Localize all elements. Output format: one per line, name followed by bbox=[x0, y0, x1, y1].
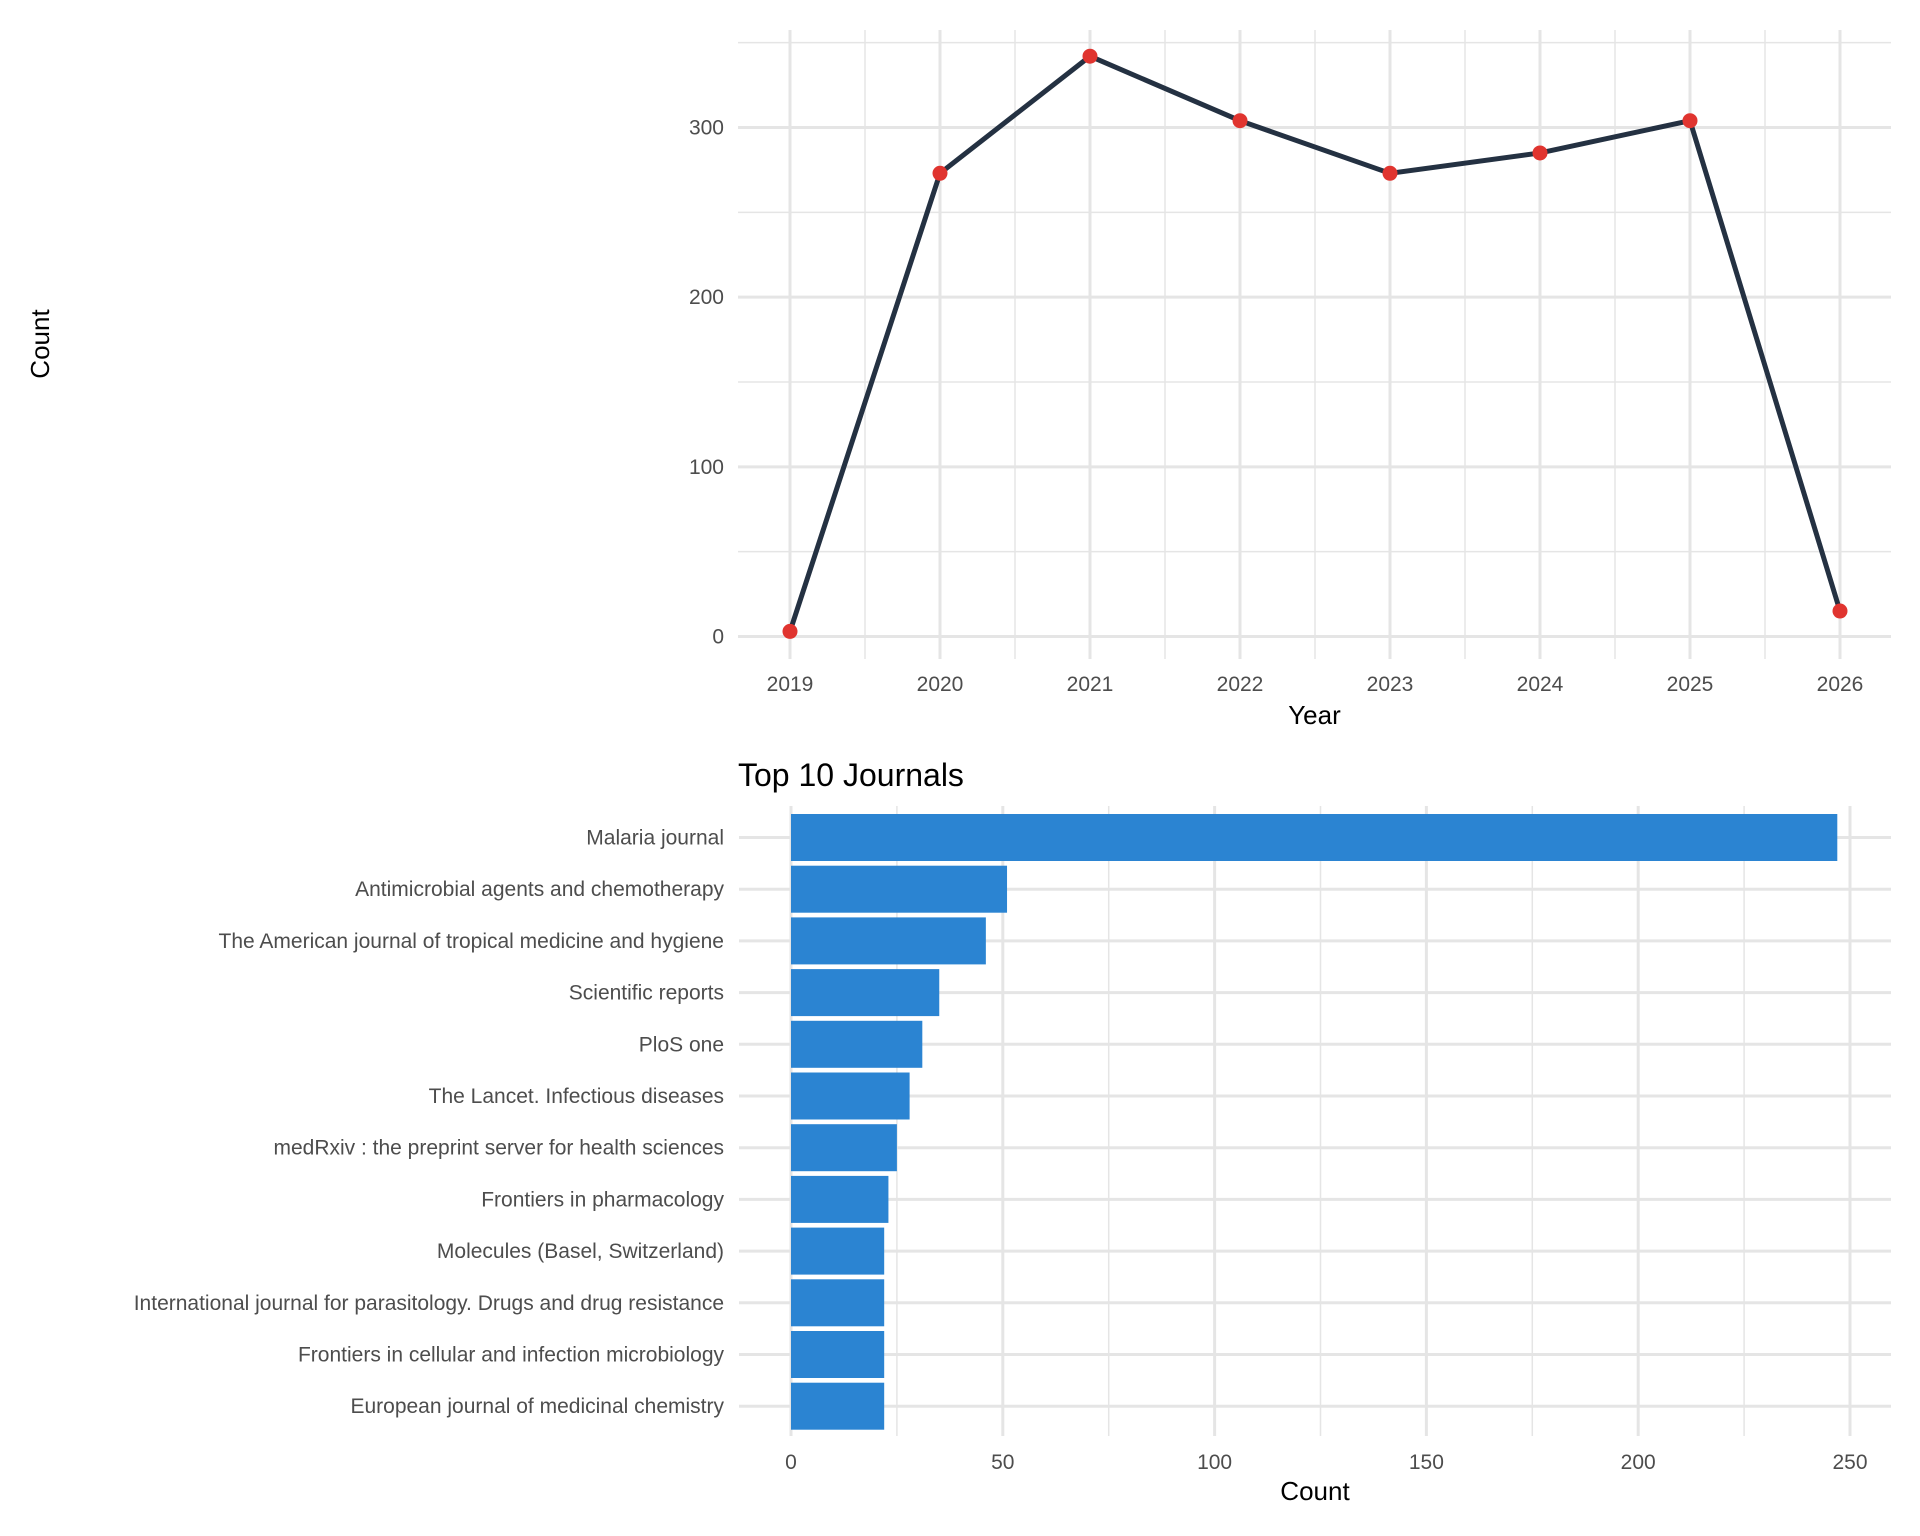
bar-chart-x-ticks: 0 50 100 150 200 250 bbox=[785, 1451, 1867, 1474]
y-tick-label: 100 bbox=[689, 456, 724, 479]
series-line bbox=[787, 53, 1843, 633]
data-point bbox=[1082, 48, 1098, 64]
category-label: PloS one bbox=[639, 1033, 724, 1056]
x-tick-label: 2025 bbox=[1667, 673, 1714, 696]
line-chart-x-axis-title: Year bbox=[1288, 700, 1341, 730]
bar bbox=[791, 1382, 885, 1430]
category-label: Malaria journal bbox=[586, 827, 724, 850]
x-tick-label: 50 bbox=[991, 1451, 1014, 1474]
x-tick-label: 150 bbox=[1409, 1451, 1444, 1474]
category-label: Antimicrobial agents and chemotherapy bbox=[355, 878, 724, 901]
x-tick-label: 2023 bbox=[1367, 673, 1414, 696]
category-label: Frontiers in pharmacology bbox=[481, 1188, 724, 1211]
bar bbox=[791, 969, 940, 1017]
data-point bbox=[932, 165, 948, 181]
x-tick-label: 2021 bbox=[1067, 673, 1114, 696]
bar bbox=[791, 917, 986, 965]
x-tick-label: 200 bbox=[1621, 1451, 1656, 1474]
x-tick-label: 250 bbox=[1832, 1451, 1867, 1474]
y-tick-label: 200 bbox=[689, 286, 724, 309]
x-tick-label: 2022 bbox=[1217, 673, 1264, 696]
y-tick-label: 0 bbox=[712, 626, 724, 649]
x-tick-label: 2026 bbox=[1817, 673, 1864, 696]
line-chart-y-axis-title: Count bbox=[25, 309, 55, 379]
bar-chart-x-axis-title: Count bbox=[1280, 1476, 1350, 1506]
category-label: International journal for parasitology. … bbox=[134, 1292, 724, 1315]
line-chart-series bbox=[782, 48, 1848, 639]
y-tick-label: 300 bbox=[689, 116, 724, 139]
bar bbox=[791, 865, 1008, 913]
category-label: European journal of medicinal chemistry bbox=[350, 1395, 724, 1418]
data-point bbox=[1832, 603, 1848, 619]
category-label: Scientific reports bbox=[569, 982, 724, 1005]
data-point bbox=[1682, 113, 1698, 129]
bar-chart-category-labels: Malaria journal Antimicrobial agents and … bbox=[134, 827, 725, 1419]
x-tick-label: 2019 bbox=[767, 673, 814, 696]
category-label: medRxiv : the preprint server for health… bbox=[273, 1137, 724, 1160]
category-label: The American journal of tropical medicin… bbox=[219, 930, 724, 953]
bar bbox=[791, 1331, 885, 1378]
data-point bbox=[1382, 165, 1398, 181]
line-chart-gridlines bbox=[738, 30, 1891, 659]
top-journals-bar-chart: Top 10 Journals Malaria journal Antimicro… bbox=[134, 757, 1891, 1506]
category-label: The Lancet. Infectious diseases bbox=[429, 1085, 724, 1108]
bar bbox=[791, 1175, 889, 1223]
bar-chart-title: Top 10 Journals bbox=[738, 757, 964, 793]
data-point bbox=[782, 623, 798, 639]
data-point bbox=[1532, 145, 1548, 161]
bar-chart-bars bbox=[791, 814, 1838, 1430]
x-tick-label: 0 bbox=[785, 1451, 797, 1474]
data-point bbox=[1232, 113, 1248, 129]
bar bbox=[791, 1020, 923, 1068]
bar bbox=[791, 814, 1838, 861]
category-label: Frontiers in cellular and infection micr… bbox=[298, 1344, 725, 1367]
bar bbox=[791, 1124, 897, 1172]
line-chart-y-ticks: 0 100 200 300 bbox=[689, 116, 724, 648]
category-label: Molecules (Basel, Switzerland) bbox=[437, 1240, 724, 1263]
line-chart-x-ticks: 2019 2020 2021 2022 2023 2024 2025 2026 bbox=[767, 673, 1864, 696]
x-tick-label: 100 bbox=[1197, 1451, 1232, 1474]
x-tick-label: 2020 bbox=[917, 673, 964, 696]
bar bbox=[791, 1227, 885, 1275]
bar bbox=[791, 1072, 910, 1120]
x-tick-label: 2024 bbox=[1517, 673, 1564, 696]
bar bbox=[791, 1279, 885, 1327]
